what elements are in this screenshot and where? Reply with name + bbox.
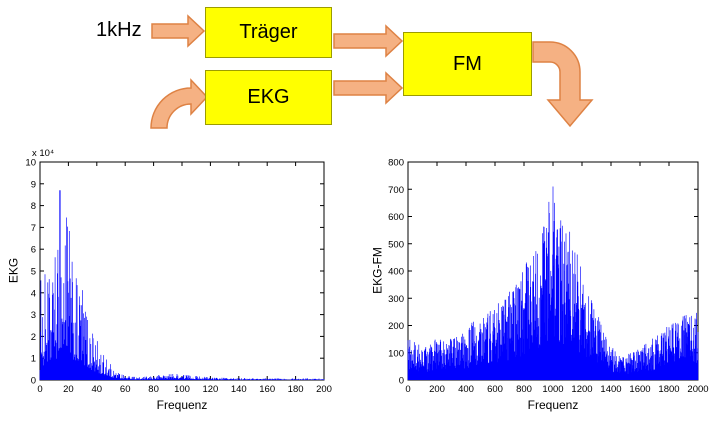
x-tick-label: 400 xyxy=(458,384,474,395)
x-tick-label: 200 xyxy=(316,384,332,395)
connector-arrow-traeger-to-fm xyxy=(333,24,404,58)
y-tick-label: 200 xyxy=(388,321,404,332)
y-tick-label: 500 xyxy=(388,239,404,250)
x-tick-label: 60 xyxy=(120,384,131,395)
connector-arrow-into-ekg xyxy=(150,78,209,129)
ekg-spectrum-panel: 0 20 40 60 80 100 120 140 160 180 200 0 1 2 3 4 5 6 7 8 9 10 … xyxy=(2,148,350,422)
block-fm: FM xyxy=(403,32,532,96)
y-tick-label: 3 xyxy=(31,310,36,321)
y-tick-label: 5 xyxy=(31,267,36,278)
ekg-fm-spectrum-plot: 0 200 400 600 800 1000 1200 1400 1600 1800 2000 0 10… xyxy=(388,158,708,396)
x-tick-label: 200 xyxy=(429,384,445,395)
block-ekg-label: EKG xyxy=(247,86,290,108)
x-tick-label: 40 xyxy=(92,384,103,395)
y-tick-label: 7 xyxy=(31,223,36,234)
y-tick-label: 4 xyxy=(31,288,36,299)
block-traeger: Träger xyxy=(205,7,332,58)
y-axis-label-ekg-fm: EKG-FM xyxy=(370,247,385,294)
x-tick-label: 100 xyxy=(174,384,190,395)
x-tick-label: 1400 xyxy=(600,384,621,395)
y-tick-label: 0 xyxy=(399,376,404,387)
x-axis-label-frequenz-left: Frequenz xyxy=(156,398,208,412)
signal-flow-diagram xyxy=(150,14,594,129)
block-fm-label: FM xyxy=(453,52,482,75)
ekg-fm-spectrum-panel: 0 200 400 600 800 1000 1200 1400 1600 1800 2000 0 10… xyxy=(366,148,714,422)
y-tick-label: 8 xyxy=(31,201,36,212)
y-axis-multiplier-label: x 10⁴ xyxy=(32,148,55,159)
x-tick-label: 1600 xyxy=(629,384,650,395)
x-tick-label: 180 xyxy=(288,384,304,395)
spectrum-trace xyxy=(407,186,699,380)
connector-arrow-ekg-to-fm xyxy=(333,71,404,105)
y-tick-label: 9 xyxy=(31,179,36,190)
x-tick-label: 120 xyxy=(202,384,218,395)
spectrum-trace xyxy=(39,190,325,380)
y-tick-label: 1 xyxy=(31,354,36,365)
x-tick-label: 1200 xyxy=(571,384,592,395)
block-ekg: EKG xyxy=(205,70,332,125)
x-tick-label: 2000 xyxy=(687,384,708,395)
x-tick-label: 0 xyxy=(405,384,410,395)
y-tick-label: 400 xyxy=(388,267,404,278)
connector-arrow-fm-output xyxy=(532,41,594,128)
x-tick-label: 0 xyxy=(37,384,42,395)
y-tick-label: 100 xyxy=(388,348,404,359)
y-tick-label: 800 xyxy=(388,158,404,169)
y-tick-label: 2 xyxy=(31,332,36,343)
ekg-spectrum-plot: 0 20 40 60 80 100 120 140 160 180 200 0 1 2 3 4 5 6 7 8 9 10 xyxy=(25,158,332,396)
y-tick-label: 300 xyxy=(388,294,404,305)
x-tick-label: 1000 xyxy=(542,384,563,395)
x-tick-label: 80 xyxy=(148,384,159,395)
x-tick-label: 140 xyxy=(231,384,247,395)
y-tick-label: 700 xyxy=(388,185,404,196)
y-axis-label-ekg: EKG xyxy=(6,257,21,284)
block-traeger-label: Träger xyxy=(239,21,298,43)
x-tick-label: 1800 xyxy=(658,384,679,395)
connector-arrow-1khz-to-traeger xyxy=(151,14,206,48)
x-tick-label: 600 xyxy=(487,384,503,395)
y-tick-label: 600 xyxy=(388,212,404,223)
y-tick-label: 6 xyxy=(31,245,36,256)
input-signal-label: 1kHz xyxy=(96,19,142,41)
x-axis-label-frequenz-right: Frequenz xyxy=(527,398,579,412)
x-tick-label: 20 xyxy=(63,384,74,395)
x-tick-label: 800 xyxy=(516,384,532,395)
y-tick-label: 0 xyxy=(31,376,36,387)
x-tick-label: 160 xyxy=(259,384,275,395)
y-tick-label: 10 xyxy=(25,158,36,169)
